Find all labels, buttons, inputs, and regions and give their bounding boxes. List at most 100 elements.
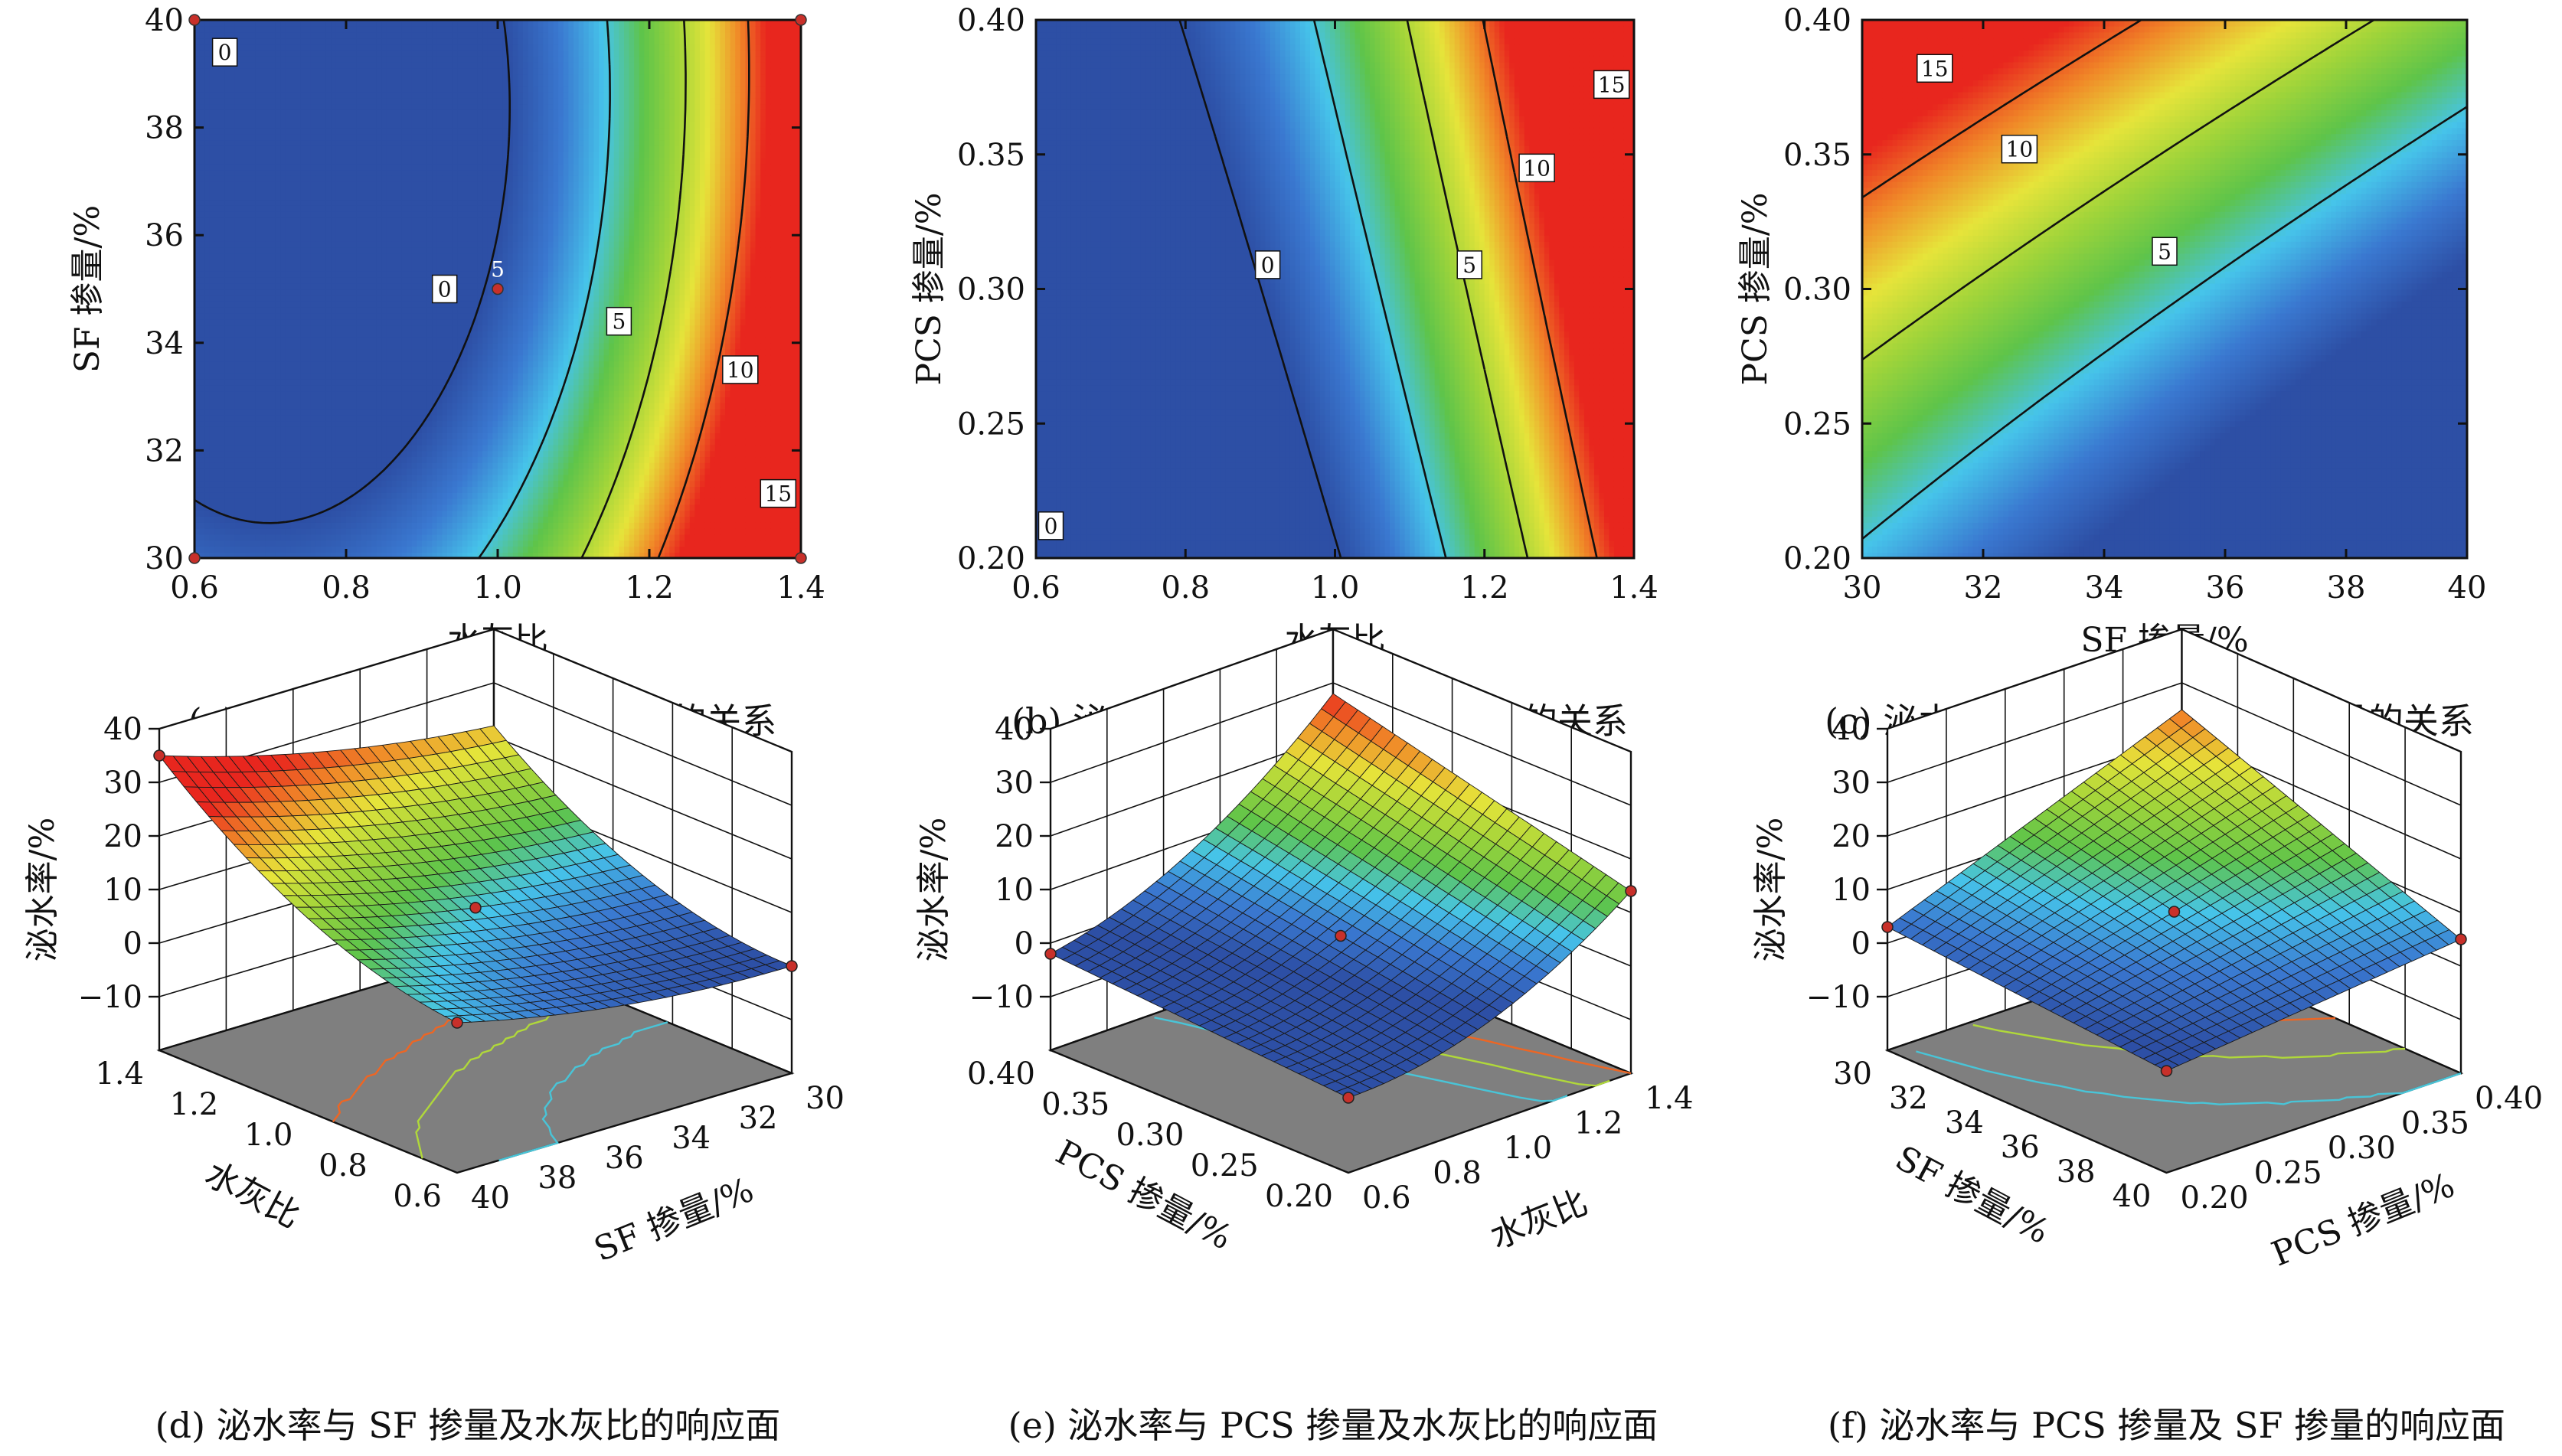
- heatmap-cell: [402, 475, 407, 482]
- heatmap-cell: [412, 73, 417, 80]
- heatmap-cell: [200, 433, 205, 439]
- heatmap-cell: [336, 511, 341, 517]
- heatmap-cell: [361, 80, 367, 87]
- heatmap-cell: [276, 534, 281, 541]
- heatmap-cell: [200, 511, 205, 517]
- heatmap-cell: [306, 128, 311, 135]
- heatmap-cell: [336, 439, 341, 446]
- heatmap-cell: [265, 480, 270, 487]
- heatmap-cell: [412, 128, 417, 135]
- heatmap-cell: [442, 128, 447, 135]
- heatmap-cell: [377, 271, 382, 278]
- heatmap-cell: [200, 325, 205, 331]
- heatmap-cell: [214, 158, 220, 165]
- heatmap-cell: [210, 420, 215, 427]
- heatmap-cell: [361, 361, 367, 367]
- heatmap-cell: [366, 390, 371, 397]
- heatmap-cell: [240, 498, 245, 505]
- heatmap-cell: [311, 367, 316, 374]
- heatmap-cell: [214, 163, 220, 170]
- heatmap-cell: [346, 80, 351, 87]
- heatmap-cell: [341, 235, 346, 242]
- heatmap-cell: [462, 468, 468, 475]
- heatmap-cell: [442, 133, 447, 140]
- heatmap-cell: [260, 194, 266, 201]
- heatmap-cell: [200, 390, 205, 397]
- heatmap-cell: [377, 235, 382, 242]
- heatmap-cell: [371, 38, 377, 44]
- heatmap-cell: [220, 480, 225, 487]
- heatmap-cell: [250, 540, 256, 547]
- heatmap-cell: [214, 152, 220, 158]
- heatmap-cell: [356, 199, 361, 206]
- heatmap-cell: [366, 373, 371, 380]
- heatmap-cell: [230, 217, 235, 224]
- heatmap-cell: [336, 540, 341, 547]
- heatmap-cell: [437, 445, 443, 452]
- heatmap-cell: [351, 50, 357, 57]
- heatmap-cell: [315, 158, 321, 165]
- heatmap-cell: [417, 283, 422, 290]
- heatmap-cell: [341, 295, 346, 302]
- heatmap-cell: [361, 450, 367, 457]
- heatmap-cell: [290, 241, 296, 248]
- heatmap-cell: [437, 235, 443, 242]
- heatmap-cell: [204, 169, 210, 176]
- heatmap-cell: [315, 259, 321, 266]
- heatmap-cell: [356, 426, 361, 433]
- heatmap-cell: [296, 331, 301, 338]
- heatmap-cell: [417, 175, 422, 182]
- heatmap-cell: [356, 361, 361, 367]
- heatmap-cell: [270, 337, 276, 344]
- heatmap-cell: [225, 492, 230, 499]
- heatmap-cell: [377, 247, 382, 254]
- heatmap-cell: [422, 468, 427, 475]
- heatmap-cell: [377, 445, 382, 452]
- heatmap-cell: [260, 271, 266, 278]
- heatmap-cell: [210, 295, 215, 302]
- heatmap-cell: [437, 211, 443, 218]
- heatmap-cell: [407, 62, 412, 69]
- heatmap-cell: [260, 103, 266, 110]
- heatmap-cell: [462, 103, 468, 110]
- heatmap-cell: [255, 50, 260, 57]
- heatmap-cell: [462, 271, 468, 278]
- heatmap-cell: [270, 475, 276, 482]
- heatmap-cell: [346, 98, 351, 105]
- heatmap-cell: [245, 313, 250, 320]
- heatmap-cell: [311, 217, 316, 224]
- heatmap-cell: [341, 390, 346, 397]
- heatmap-cell: [391, 253, 397, 260]
- heatmap-cell: [270, 139, 276, 146]
- heatmap-cell: [326, 313, 332, 320]
- heatmap-cell: [371, 32, 377, 39]
- heatmap-cell: [341, 379, 346, 386]
- heatmap-cell: [280, 73, 286, 80]
- heatmap-cell: [356, 462, 361, 469]
- heatmap-cell: [260, 26, 266, 33]
- heatmap-cell: [457, 415, 462, 422]
- heatmap-cell: [457, 462, 462, 469]
- heatmap-cell: [346, 38, 351, 44]
- heatmap-cell: [422, 283, 427, 290]
- heatmap-cell: [240, 271, 245, 278]
- heatmap-cell: [462, 62, 468, 69]
- heatmap-cell: [442, 373, 447, 380]
- heatmap-cell: [290, 38, 296, 44]
- heatmap-cell: [235, 103, 240, 110]
- heatmap-cell: [200, 44, 205, 51]
- heatmap-cell: [377, 259, 382, 266]
- heatmap-cell: [276, 373, 281, 380]
- heatmap-cell: [366, 265, 371, 272]
- heatmap-cell: [412, 283, 417, 290]
- heatmap-cell: [240, 158, 245, 165]
- heatmap-cell: [427, 73, 433, 80]
- heatmap-cell: [462, 86, 468, 93]
- heatmap-cell: [240, 450, 245, 457]
- heatmap-cell: [453, 247, 458, 254]
- heatmap-cell: [220, 373, 225, 380]
- heatmap-cell: [245, 426, 250, 433]
- heatmap-cell: [220, 534, 225, 541]
- heatmap-cell: [341, 128, 346, 135]
- heatmap-cell: [306, 492, 311, 499]
